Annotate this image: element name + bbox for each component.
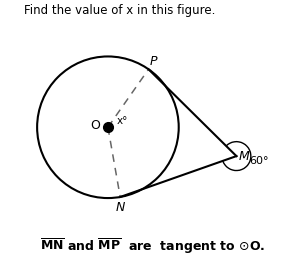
Text: 60°: 60° <box>250 156 269 166</box>
Text: M: M <box>239 150 249 163</box>
Text: N: N <box>116 201 125 214</box>
Text: Find the value of x in this figure.: Find the value of x in this figure. <box>24 4 215 17</box>
Text: $\overline{\mathbf{MN}}$ and $\overline{\mathbf{MP}}$  are  tangent to $\odot\ma: $\overline{\mathbf{MN}}$ and $\overline{… <box>40 237 265 256</box>
Text: P: P <box>149 55 157 68</box>
Text: x°: x° <box>116 117 128 126</box>
Text: O: O <box>90 120 100 132</box>
